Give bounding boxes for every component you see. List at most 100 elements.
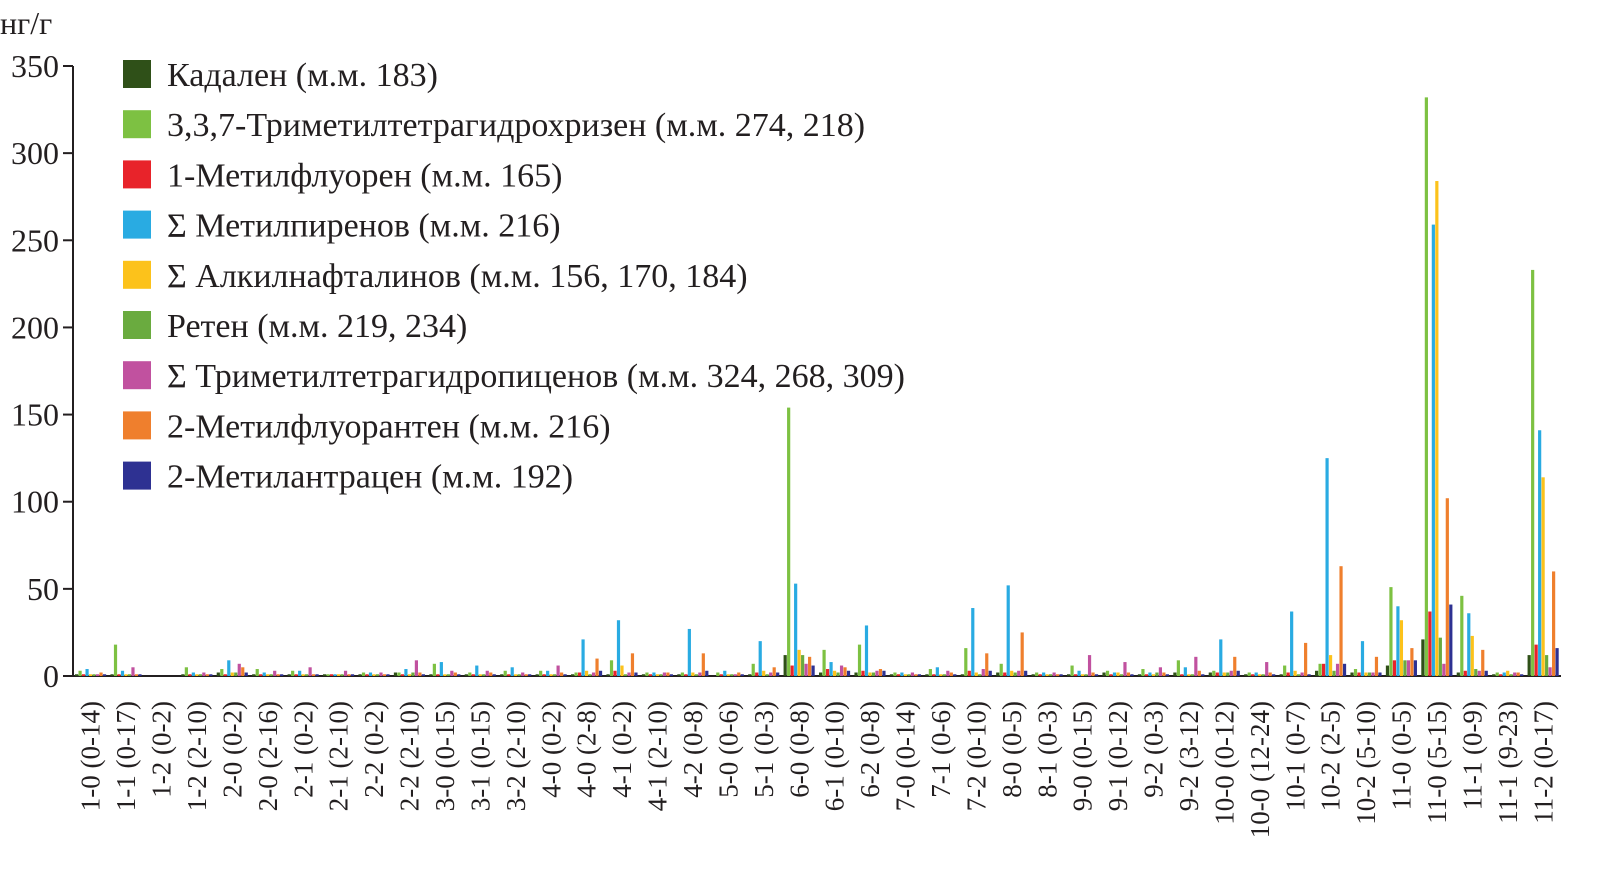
bar: [439, 662, 443, 676]
bar: [503, 670, 507, 676]
x-tick-label: 7-2 (0-10): [961, 701, 991, 811]
bar: [78, 670, 82, 676]
bar: [1244, 674, 1248, 676]
bar: [407, 674, 412, 676]
bar: [1279, 674, 1283, 676]
bar: [1435, 181, 1439, 676]
bar: [1424, 97, 1428, 677]
legend-swatch: [123, 411, 151, 440]
bar: [854, 672, 858, 676]
x-tick-label: 7-1 (0-6): [926, 701, 956, 798]
bar: [825, 669, 830, 676]
bar: [577, 672, 582, 676]
bar: [716, 672, 720, 676]
x-tick-label: 11-0 (5-15): [1422, 701, 1452, 824]
x-tick-label: 10-2 (5-10): [1351, 701, 1381, 825]
bar: [347, 674, 351, 676]
bar: [1538, 430, 1542, 676]
bar: [535, 674, 539, 676]
x-tick-label: 3-1 (0-15): [465, 701, 495, 811]
bar: [457, 674, 461, 676]
bar: [595, 658, 599, 676]
bar: [1049, 674, 1053, 676]
x-tick-label: 8-1 (0-3): [1032, 701, 1062, 798]
bar: [896, 674, 901, 676]
bar: [1374, 656, 1379, 676]
bar: [343, 670, 348, 676]
bar: [1360, 641, 1365, 676]
bar: [645, 672, 649, 676]
bar: [1541, 477, 1545, 676]
bar: [280, 674, 284, 676]
x-tick-label: 4-1 (2-10): [643, 701, 673, 811]
bar: [521, 672, 525, 676]
x-tick-label: 2-0 (2-16): [253, 701, 283, 811]
bar: [1283, 665, 1287, 676]
x-tick-label: 2-2 (2-10): [395, 701, 425, 811]
bar: [971, 608, 975, 676]
bar: [1470, 635, 1474, 676]
bar: [964, 648, 968, 676]
bar: [411, 672, 415, 676]
bar: [1229, 670, 1233, 676]
bar: [1492, 674, 1496, 676]
x-tick-label: 11-0 (0-5): [1387, 701, 1417, 810]
bar: [641, 674, 646, 676]
bar: [719, 674, 723, 676]
bar: [684, 674, 688, 676]
legend-label: 2-Метилфлуорантен (м.м. 216): [167, 408, 611, 445]
bar: [1038, 674, 1042, 676]
bar: [1342, 663, 1347, 676]
x-tick-label: 2-1 (0-2): [288, 701, 318, 798]
bar: [340, 674, 344, 676]
bar: [372, 674, 376, 676]
bar: [687, 628, 691, 676]
bar: [1052, 672, 1056, 676]
bar: [220, 669, 224, 676]
bar: [131, 667, 135, 676]
bar: [1141, 669, 1145, 676]
bar: [1513, 672, 1517, 676]
bar: [1219, 639, 1223, 676]
legend-label: Кадален (м.м. 183): [167, 57, 438, 94]
bar: [485, 670, 489, 676]
bar: [266, 674, 270, 676]
bar: [737, 672, 741, 676]
x-tick-label: 2-1 (2-10): [324, 701, 354, 811]
bar: [1094, 674, 1099, 676]
bar: [528, 674, 532, 676]
bar: [1112, 672, 1117, 676]
bar: [946, 670, 950, 676]
legend-label: 1-Метилфлуорен (м.м. 165): [167, 157, 562, 194]
bar: [1003, 672, 1007, 676]
bar: [581, 639, 585, 676]
bar: [1258, 674, 1262, 676]
x-tick-label: 11-1 (9-23): [1493, 701, 1523, 824]
legend-swatch: [123, 110, 151, 139]
bar: [942, 674, 946, 676]
bar: [1477, 670, 1481, 676]
bar: [1268, 672, 1272, 676]
bar: [839, 665, 844, 676]
legend-label: Σ Алкилнафталинов (м.м. 156, 170, 184): [167, 258, 748, 295]
bar: [1031, 674, 1035, 676]
y-tick-label: 100: [11, 484, 59, 520]
bar: [1137, 674, 1142, 676]
bar: [1208, 672, 1212, 676]
bar: [882, 670, 886, 676]
bar: [790, 665, 794, 676]
bar: [1109, 674, 1113, 676]
bar: [1006, 585, 1010, 676]
x-tick-label: 6-2 (0-8): [855, 701, 885, 798]
bar: [822, 649, 826, 676]
legend-label: 3,3,7-Триметилтетрагидрохризен (м.м. 274…: [167, 107, 865, 144]
bar: [616, 620, 621, 676]
bar: [900, 672, 904, 676]
bar: [819, 672, 823, 676]
bar: [999, 663, 1003, 676]
bar: [797, 649, 801, 676]
bar: [99, 672, 103, 676]
bar: [1406, 660, 1410, 676]
bar: [500, 674, 504, 676]
